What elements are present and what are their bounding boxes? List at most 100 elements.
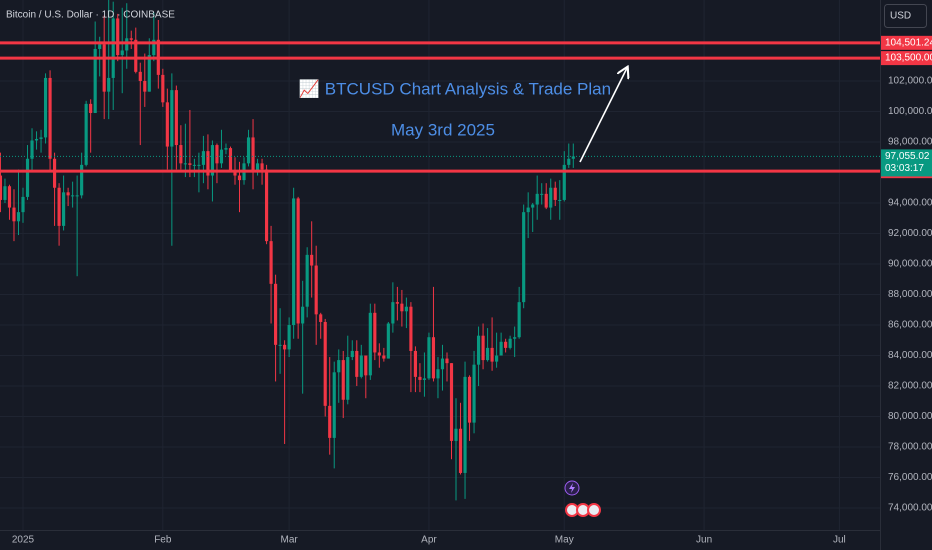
candle-body [134, 39, 138, 72]
candle-body [255, 163, 260, 171]
candle-body [39, 137, 43, 139]
candle-body [116, 18, 120, 56]
candle-body [147, 55, 151, 92]
candle-body [21, 196, 25, 213]
candle-body [66, 192, 70, 196]
flag-icon[interactable] [587, 503, 601, 517]
candle-body [206, 151, 210, 176]
bar-countdown: 03:03:17 [885, 163, 924, 174]
candle-body [386, 323, 390, 359]
candle-body [251, 137, 255, 171]
candle-body [98, 44, 102, 49]
candle-body [215, 145, 219, 164]
candle-body [75, 195, 79, 197]
level-label: 103,500.00 [885, 53, 932, 64]
y-tick-label: 80,000.00 [888, 411, 932, 422]
candle-body [246, 137, 251, 164]
candle-body [427, 337, 431, 379]
candle-body [71, 195, 75, 197]
candle-body [323, 321, 327, 406]
candle-body [201, 151, 206, 165]
candle-body [346, 357, 350, 400]
candle-body [481, 335, 485, 361]
candle-body [233, 170, 237, 176]
trend-arrow [579, 68, 627, 163]
y-tick-label: 88,000.00 [888, 289, 932, 300]
candle-body [224, 148, 228, 150]
y-tick-label: 90,000.00 [888, 259, 932, 270]
candle-body [504, 341, 508, 348]
x-tick-label: Jul [833, 535, 846, 546]
candle-body [210, 145, 215, 176]
candle-body [296, 198, 300, 324]
candle-body [237, 175, 242, 181]
candle-body [382, 355, 386, 359]
y-tick-label: 86,000.00 [888, 320, 932, 331]
candle-body [170, 90, 174, 147]
candle-body [567, 158, 571, 165]
candle-body [391, 302, 395, 324]
candle-body [3, 186, 7, 200]
y-tick-label: 100,000.00 [888, 106, 932, 117]
candle-body [16, 212, 21, 222]
candle-body [517, 302, 521, 338]
candle-body [52, 158, 57, 188]
currency-label[interactable]: USD [890, 11, 911, 22]
candle-body [319, 314, 323, 322]
candle-body [508, 338, 512, 348]
candle-body [490, 347, 494, 362]
candle-body [188, 163, 192, 165]
candle-body [120, 50, 124, 56]
candle-body [111, 18, 115, 78]
candle-body [274, 283, 278, 345]
y-tick-label: 78,000.00 [888, 442, 932, 453]
plot-area [0, 0, 880, 501]
candle-body [0, 175, 3, 200]
candle-body [332, 372, 336, 438]
candle-body [305, 254, 309, 307]
candle-body [341, 360, 345, 400]
candle-body [377, 352, 381, 356]
candle-body [364, 355, 368, 376]
x-tick-label: May [555, 535, 574, 546]
candle-body [287, 325, 291, 350]
candle-body [7, 186, 12, 208]
candle-body [449, 363, 454, 441]
candle-body [472, 364, 476, 423]
candle-body [278, 344, 282, 346]
level-label-box [881, 35, 932, 50]
candle-body [260, 163, 264, 170]
x-tick-label: Apr [421, 535, 437, 546]
candle-body [373, 312, 377, 353]
candle-body [269, 241, 273, 284]
candle-body [458, 428, 463, 473]
y-tick-label: 102,000.00 [888, 76, 932, 87]
candle-body [436, 369, 440, 379]
candle-body [400, 303, 404, 312]
last-price-label: 97,055.02 [885, 151, 930, 162]
candle-body [183, 163, 187, 165]
candle-body [12, 207, 16, 222]
candle-body [228, 148, 233, 171]
lightning-icon [569, 483, 575, 493]
candle-body [34, 138, 39, 141]
y-tick-label: 98,000.00 [888, 137, 932, 148]
candle-body [165, 102, 169, 147]
event-icons [564, 480, 601, 517]
candle-body [93, 48, 97, 114]
currency-button[interactable] [884, 4, 927, 28]
candle-body [531, 204, 535, 208]
candle-body [143, 80, 147, 92]
x-tick-label: Feb [154, 535, 172, 546]
candle-body [422, 378, 427, 380]
candle-body [328, 405, 332, 438]
candle-body [540, 193, 544, 195]
candle-body [301, 306, 305, 324]
candle-body [467, 376, 472, 423]
candle-body [125, 38, 129, 51]
candle-body [25, 158, 30, 197]
candle-body [48, 77, 52, 159]
candle-body [409, 306, 413, 351]
candle-body [359, 355, 363, 377]
candle-body [283, 344, 287, 350]
